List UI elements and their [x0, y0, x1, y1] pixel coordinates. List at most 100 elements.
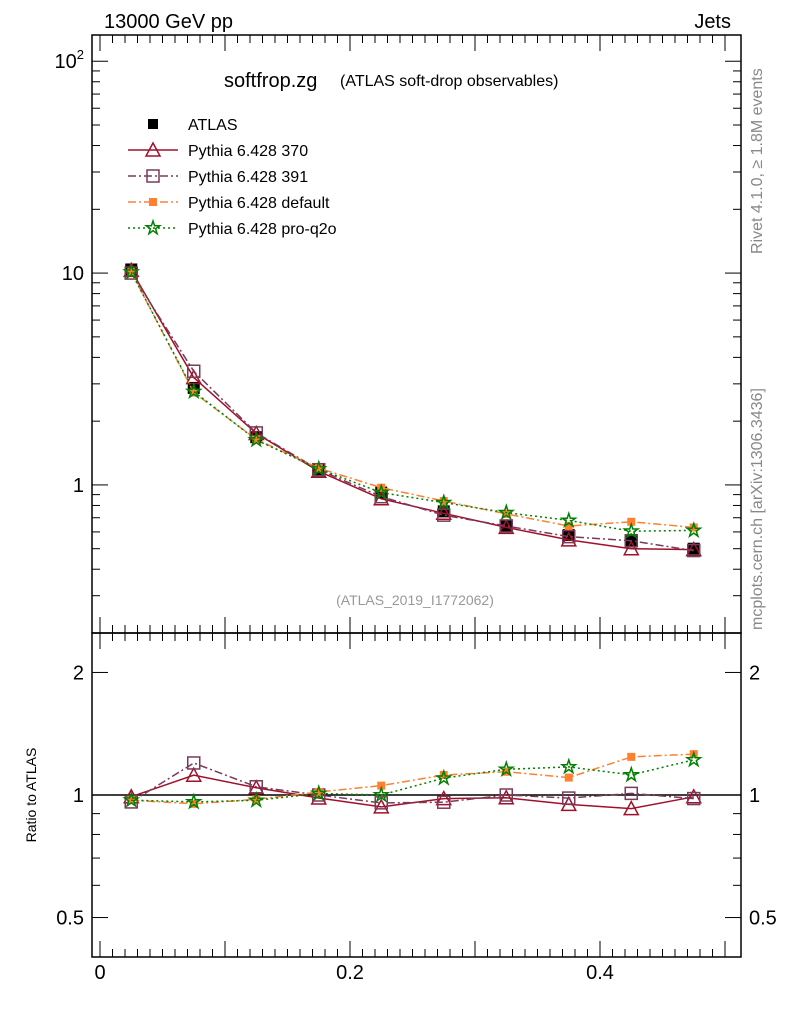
- data-point: [685, 541, 703, 557]
- ratio-point: [624, 786, 638, 801]
- data-point: [435, 504, 453, 521]
- ratio-tick-label-right: 1: [749, 785, 760, 807]
- legend-marker: [144, 141, 162, 157]
- ratio-point: [687, 791, 701, 806]
- ratio-point: [435, 789, 453, 806]
- y-tick-label: 10: [62, 263, 84, 285]
- series-line: [130, 272, 694, 552]
- side-label-rivet: Rivet 4.1.0, ≥ 1.8M events: [749, 68, 766, 254]
- side-label-mcplots: mcplots.cern.ch [arXiv:1306.3436]: [749, 388, 766, 630]
- legend-label: Pythia 6.428 default: [188, 195, 330, 212]
- data-point: [184, 382, 203, 400]
- data-point: [687, 543, 701, 558]
- data-point: [437, 508, 451, 522]
- data-point-atlas: [500, 519, 513, 532]
- data-point: [497, 503, 516, 521]
- data-point: [122, 262, 141, 280]
- chart-title: softfrop.zg: [224, 70, 317, 92]
- ratio-point: [372, 798, 390, 814]
- ratio-point: [122, 790, 141, 808]
- legend-label: Pythia 6.428 391: [188, 169, 308, 186]
- data-point: [559, 510, 578, 529]
- ratio-point: [184, 792, 203, 810]
- series-line: [130, 271, 694, 532]
- ratio-tick-label-right: 0.5: [749, 908, 777, 930]
- x-tick-label: 0.4: [586, 962, 614, 984]
- data-point: [627, 517, 636, 526]
- legend-marker: [146, 169, 160, 183]
- series-layer: [122, 261, 703, 816]
- axis-ticks: 102 10 1 2 2 1 1 0.5 0.5 0 0.2 0.4: [55, 35, 777, 984]
- ratio-point: [127, 796, 136, 805]
- ratio-point: [499, 788, 513, 802]
- data-point: [499, 519, 513, 533]
- legend: ATLAS Pythia 6.428 370 Pythia 6.428 391 Pyt…: [128, 117, 337, 238]
- ratio-point: [497, 759, 516, 777]
- legend-label: Pythia 6.428 pro-q2o: [188, 221, 337, 238]
- legend-marker: [149, 198, 157, 206]
- ratio-point: [252, 795, 261, 804]
- ratio-point: [309, 784, 328, 802]
- data-point: [434, 493, 453, 511]
- ratio-point: [434, 768, 453, 786]
- data-point: [127, 268, 136, 277]
- data-point: [562, 529, 576, 544]
- ratio-point: [622, 800, 640, 816]
- x-tick-label: 0.2: [336, 962, 364, 984]
- series-line: [130, 270, 694, 551]
- ratio-point: [564, 773, 573, 782]
- data-point: [187, 364, 201, 379]
- ratio-point: [437, 795, 451, 809]
- data-point: [189, 388, 198, 397]
- x-tick-label: 0: [94, 962, 105, 984]
- ratio-ylabel: Ratio to ATLAS: [23, 748, 39, 843]
- data-point: [689, 523, 698, 532]
- ratio-point: [685, 788, 703, 804]
- energy-label: 13000 GeV pp: [104, 11, 233, 33]
- ratio-point: [622, 765, 641, 783]
- data-point: [372, 483, 391, 501]
- ratio-point: [627, 752, 636, 761]
- data-point: [560, 531, 578, 547]
- ratio-point: [247, 790, 266, 808]
- ratio-point: [497, 789, 515, 805]
- ratio-point: [377, 781, 386, 790]
- legend-marker: [144, 218, 162, 236]
- y-tick-label: 102: [55, 47, 84, 73]
- legend-label: Pythia 6.428 370: [188, 143, 308, 160]
- data-point: [684, 520, 703, 539]
- ratio-point: [439, 770, 448, 779]
- ratio-point: [559, 757, 578, 775]
- data-point: [252, 435, 261, 444]
- data-point-atlas: [687, 542, 700, 555]
- ratio-point: [314, 788, 323, 797]
- legend-label-atlas: ATLAS: [188, 117, 238, 134]
- ratio-tick-label-left: 0.5: [56, 908, 84, 930]
- ratio-point: [124, 795, 138, 809]
- process-label: Jets: [694, 11, 731, 33]
- ratio-tick-label-left: 1: [73, 785, 84, 807]
- series-atlas: [125, 263, 700, 555]
- analysis-annotation: (ATLAS_2019_I1772062): [336, 592, 494, 608]
- series-3: [127, 268, 698, 808]
- series-2: [124, 266, 701, 810]
- data-point: [564, 521, 573, 530]
- data-point: [622, 521, 641, 539]
- ratio-point: [372, 785, 391, 803]
- ratio-point: [562, 791, 576, 805]
- chart-subtitle: (ATLAS soft-drop observables): [340, 73, 558, 90]
- data-point: [439, 496, 448, 505]
- data-point: [309, 459, 328, 477]
- ratio-point: [185, 766, 203, 782]
- series-4: [122, 262, 703, 810]
- series-line: [130, 271, 694, 529]
- legend-marker-atlas: [148, 119, 158, 129]
- ratio-tick-label-left: 2: [73, 662, 84, 684]
- data-point: [502, 509, 511, 518]
- ratio-line: [131, 774, 694, 810]
- y-tick-label: 1: [73, 475, 84, 497]
- ratio-point: [187, 756, 201, 770]
- ratio-tick-label-right: 2: [749, 662, 760, 684]
- data-point: [622, 540, 640, 556]
